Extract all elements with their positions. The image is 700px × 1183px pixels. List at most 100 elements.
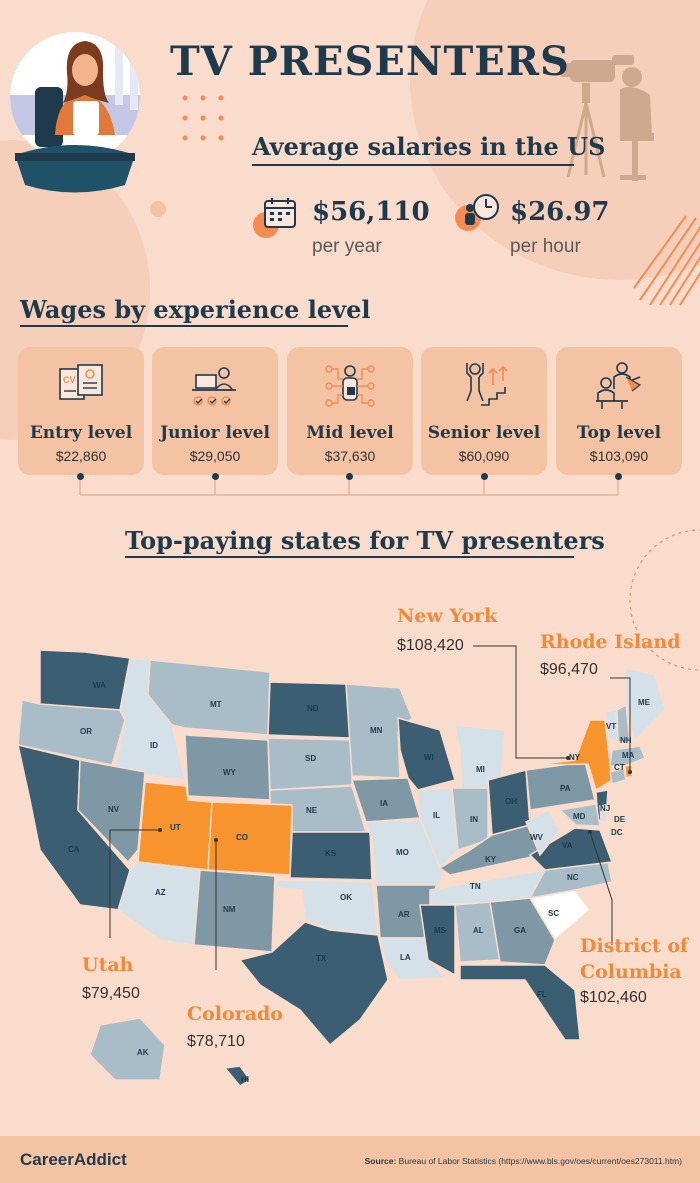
svg-text:UT: UT bbox=[170, 823, 181, 832]
svg-text:MD: MD bbox=[573, 812, 586, 821]
svg-text:IL: IL bbox=[433, 811, 440, 820]
state-ga bbox=[489, 897, 556, 966]
stripes-decoration bbox=[633, 215, 700, 306]
experience-card-entry: CV Entry level $22,860 bbox=[18, 347, 144, 475]
state-nv bbox=[77, 759, 146, 864]
svg-text:OH: OH bbox=[505, 797, 517, 806]
svg-text:NJ: NJ bbox=[600, 804, 610, 813]
svg-text:CO: CO bbox=[236, 833, 248, 842]
hourly-salary-label: per hour bbox=[510, 236, 581, 257]
connector-dot bbox=[481, 473, 488, 480]
svg-text:AK: AK bbox=[137, 1048, 149, 1057]
state-wv bbox=[525, 808, 561, 857]
svg-text:NY: NY bbox=[569, 753, 581, 762]
svg-text:CT: CT bbox=[614, 763, 625, 772]
hourly-salary-value: $26.97 bbox=[510, 197, 610, 227]
experience-heading-underline bbox=[20, 325, 348, 327]
state-ok bbox=[275, 879, 379, 936]
laptop-checklist-icon bbox=[192, 367, 236, 406]
svg-text:KS: KS bbox=[325, 849, 337, 858]
connector-dot bbox=[77, 473, 84, 480]
source-note: Source: Bureau of Labor Statistics (http… bbox=[365, 1156, 682, 1166]
experience-card-senior: Senior level $60,090 bbox=[421, 347, 547, 475]
state-az bbox=[117, 861, 201, 946]
svg-text:AL: AL bbox=[473, 926, 484, 935]
experience-level-salary: $60,090 bbox=[458, 448, 510, 464]
svg-text:IN: IN bbox=[470, 815, 478, 824]
experience-heading: Wages by experience level bbox=[20, 295, 371, 324]
experience-level-salary: $37,630 bbox=[324, 448, 376, 464]
network-person-icon bbox=[325, 365, 375, 407]
state-va bbox=[528, 827, 614, 871]
svg-text:IA: IA bbox=[380, 799, 388, 808]
experience-level-label: Mid level bbox=[306, 423, 394, 443]
state-ma bbox=[609, 745, 646, 767]
states-heading-underline bbox=[125, 556, 574, 558]
svg-text:NH: NH bbox=[620, 736, 632, 745]
connector-dot bbox=[346, 473, 353, 480]
svg-text:MA: MA bbox=[622, 751, 635, 760]
state-mt bbox=[147, 659, 271, 736]
svg-text:DC: DC bbox=[611, 828, 623, 837]
highlight-ut-salary: $79,450 bbox=[82, 985, 140, 1002]
calendar-icon bbox=[264, 198, 296, 228]
presenter-illustration bbox=[10, 32, 140, 193]
svg-text:ID: ID bbox=[150, 741, 158, 750]
experience-level-label: Junior level bbox=[160, 423, 270, 443]
page-subtitle: Average salaries in the US bbox=[252, 132, 606, 161]
svg-text:ME: ME bbox=[638, 698, 651, 707]
svg-text:MT: MT bbox=[210, 700, 222, 709]
experience-card-junior: Junior level $29,050 bbox=[152, 347, 278, 475]
state-ms bbox=[419, 904, 456, 977]
annual-salary-label: per year bbox=[312, 236, 382, 257]
experience-card-top: Top level $103,090 bbox=[556, 347, 682, 475]
highlight-dc-name-line2: Columbia bbox=[580, 961, 682, 983]
state-ak bbox=[89, 1017, 166, 1081]
experience-level-salary: $22,860 bbox=[55, 448, 107, 464]
climbing-stairs-icon bbox=[466, 363, 508, 406]
svg-text:FL: FL bbox=[537, 990, 547, 999]
highlight-dc-salary: $102,460 bbox=[580, 989, 647, 1006]
us-map: WA OR CA ID NV MT WY UT CO AZ NM ND SD NE KS OK TX M… bbox=[17, 645, 666, 1087]
svg-text:SC: SC bbox=[548, 909, 559, 918]
svg-text:HI: HI bbox=[241, 1075, 249, 1084]
highlight-co-name: Colorado bbox=[187, 1003, 283, 1025]
state-me bbox=[625, 667, 666, 742]
highlight-ri-salary: $96,470 bbox=[540, 661, 598, 678]
svg-text:WV: WV bbox=[530, 833, 544, 842]
state-md bbox=[558, 803, 601, 827]
svg-text:NC: NC bbox=[567, 873, 579, 882]
svg-text:MI: MI bbox=[476, 765, 485, 774]
source-text: Bureau of Labor Statistics (https://www.… bbox=[398, 1156, 682, 1166]
states-heading: Top-paying states for TV presenters bbox=[125, 526, 605, 555]
bg-dot bbox=[150, 201, 166, 217]
svg-text:SD: SD bbox=[305, 754, 316, 763]
highlight-ri-name: Rhode Island bbox=[540, 631, 681, 653]
state-sd bbox=[267, 737, 353, 791]
state-ct bbox=[609, 767, 627, 785]
svg-text:GA: GA bbox=[514, 926, 526, 935]
annual-salary-value: $56,110 bbox=[312, 197, 430, 227]
highlight-ny-salary: $108,420 bbox=[397, 637, 464, 654]
experience-level-label: Senior level bbox=[427, 423, 541, 443]
svg-text:VT: VT bbox=[606, 722, 616, 731]
cv-resume-icon: CV bbox=[59, 364, 103, 400]
dots-decoration bbox=[182, 95, 224, 141]
state-tx bbox=[238, 921, 389, 1047]
state-ks bbox=[289, 831, 373, 881]
state-fl bbox=[459, 964, 581, 1041]
state-mn bbox=[345, 683, 413, 779]
state-hi bbox=[223, 1065, 252, 1087]
svg-text:OR: OR bbox=[80, 727, 92, 736]
mentor-icon bbox=[596, 362, 642, 409]
svg-text:NV: NV bbox=[108, 805, 120, 814]
experience-card-mid: Mid level $37,630 bbox=[287, 347, 413, 475]
svg-text:NE: NE bbox=[306, 806, 318, 815]
highlight-dc-name: District of bbox=[580, 935, 689, 957]
dashed-arc-decoration bbox=[629, 529, 700, 671]
svg-text:PA: PA bbox=[560, 784, 571, 793]
camera-operator-illustration bbox=[560, 55, 654, 181]
svg-text:KY: KY bbox=[485, 855, 497, 864]
connector-dot bbox=[615, 473, 622, 480]
